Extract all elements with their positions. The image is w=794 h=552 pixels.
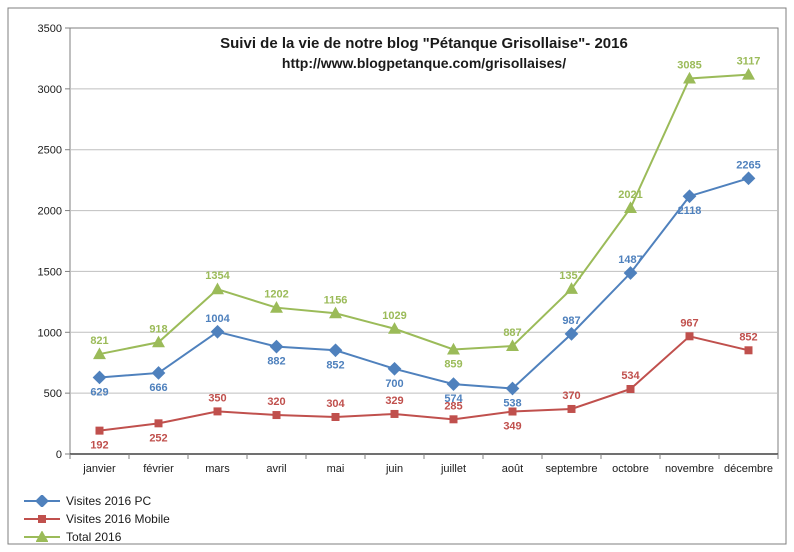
svg-text:1500: 1500 bbox=[38, 266, 62, 278]
svg-text:2000: 2000 bbox=[38, 206, 62, 218]
svg-text:252: 252 bbox=[149, 432, 167, 444]
svg-text:918: 918 bbox=[149, 323, 167, 335]
svg-text:3117: 3117 bbox=[737, 56, 761, 68]
legend-label: Visites 2016 PC bbox=[66, 494, 151, 508]
svg-text:700: 700 bbox=[385, 378, 403, 390]
svg-text:987: 987 bbox=[562, 315, 580, 327]
svg-text:octobre: octobre bbox=[612, 463, 649, 475]
svg-text:666: 666 bbox=[149, 382, 167, 394]
svg-text:285: 285 bbox=[444, 400, 462, 412]
svg-text:1004: 1004 bbox=[205, 313, 230, 325]
svg-text:juillet: juillet bbox=[440, 463, 466, 475]
svg-text:882: 882 bbox=[267, 356, 285, 368]
line-chart: 0 500 1000 1500 2000 2500 3000 3500 janvier févri… bbox=[0, 0, 794, 552]
svg-text:1354: 1354 bbox=[205, 270, 230, 282]
legend-item: Total 2016 bbox=[24, 528, 170, 546]
svg-text:967: 967 bbox=[680, 317, 698, 329]
svg-text:mars: mars bbox=[205, 463, 230, 475]
chart-container: { "chart": { "type": "line", "title": "S… bbox=[0, 0, 794, 552]
svg-text:1487: 1487 bbox=[618, 254, 642, 266]
svg-text:534: 534 bbox=[621, 370, 640, 382]
svg-text:février: février bbox=[143, 463, 174, 475]
svg-text:350: 350 bbox=[208, 392, 226, 404]
svg-text:821: 821 bbox=[90, 335, 108, 347]
svg-text:859: 859 bbox=[444, 358, 462, 370]
legend-item: Visites 2016 PC bbox=[24, 492, 170, 510]
svg-text:mai: mai bbox=[327, 463, 345, 475]
svg-text:2500: 2500 bbox=[38, 145, 62, 157]
svg-text:3500: 3500 bbox=[38, 23, 62, 35]
svg-text:852: 852 bbox=[326, 359, 344, 371]
svg-text:2021: 2021 bbox=[618, 189, 642, 201]
svg-text:1000: 1000 bbox=[38, 327, 62, 339]
svg-text:3000: 3000 bbox=[38, 84, 62, 96]
svg-text:juin: juin bbox=[385, 463, 403, 475]
svg-text:1156: 1156 bbox=[324, 294, 348, 306]
legend-item: Visites 2016 Mobile bbox=[24, 510, 170, 528]
svg-text:0: 0 bbox=[56, 449, 62, 461]
legend-label: Visites 2016 Mobile bbox=[66, 512, 170, 526]
svg-text:2265: 2265 bbox=[736, 159, 760, 171]
svg-text:1357: 1357 bbox=[559, 270, 583, 282]
svg-text:3085: 3085 bbox=[677, 60, 701, 72]
svg-text:320: 320 bbox=[267, 396, 285, 408]
svg-text:Suivi de la vie de notre blog: Suivi de la vie de notre blog "Pétanque … bbox=[220, 35, 628, 52]
svg-text:janvier: janvier bbox=[82, 463, 116, 475]
svg-text:500: 500 bbox=[44, 388, 62, 400]
svg-text:août: août bbox=[502, 463, 523, 475]
svg-text:304: 304 bbox=[326, 398, 345, 410]
legend: Visites 2016 PC Visites 2016 Mobile Total … bbox=[24, 492, 170, 546]
svg-text:novembre: novembre bbox=[665, 463, 714, 475]
legend-label: Total 2016 bbox=[66, 530, 121, 544]
svg-text:1029: 1029 bbox=[382, 310, 406, 322]
svg-text:192: 192 bbox=[90, 440, 108, 452]
svg-text:852: 852 bbox=[739, 331, 757, 343]
svg-text:2118: 2118 bbox=[678, 205, 702, 217]
svg-text:1202: 1202 bbox=[264, 289, 288, 301]
svg-text:370: 370 bbox=[562, 390, 580, 402]
svg-text:329: 329 bbox=[385, 395, 403, 407]
svg-text:http://www.blogpetanque.com/gr: http://www.blogpetanque.com/grisollaises… bbox=[282, 55, 566, 71]
svg-text:septembre: septembre bbox=[546, 463, 598, 475]
svg-text:avril: avril bbox=[266, 463, 286, 475]
svg-text:349: 349 bbox=[503, 421, 521, 433]
svg-text:629: 629 bbox=[90, 386, 108, 398]
svg-text:887: 887 bbox=[503, 327, 521, 339]
svg-text:décembre: décembre bbox=[724, 463, 773, 475]
